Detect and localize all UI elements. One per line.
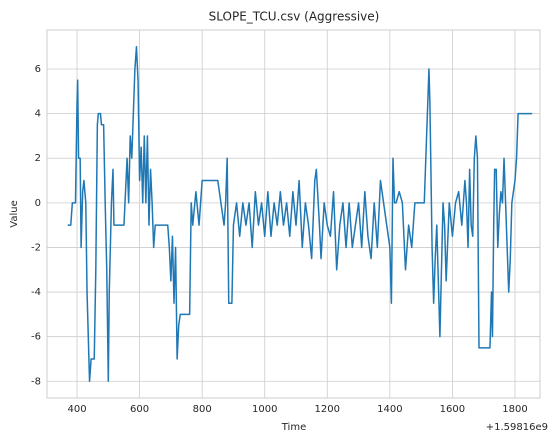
x-tick-label: 1800	[502, 404, 527, 415]
x-tick-label: 1200	[315, 404, 340, 415]
chart-title: SLOPE_TCU.csv (Aggressive)	[209, 10, 380, 24]
y-tick-label: -8	[31, 376, 41, 387]
x-tick-label: 1400	[377, 404, 402, 415]
y-tick-label: -2	[31, 242, 41, 253]
y-tick-label: -4	[31, 287, 41, 298]
y-axis-label: Value	[9, 200, 20, 227]
y-tick-label: 2	[35, 153, 41, 164]
data-line	[67, 45, 533, 383]
y-tick-label: -6	[31, 332, 41, 343]
x-tick-label: 1000	[252, 404, 277, 415]
x-tick-label: 1600	[440, 404, 465, 415]
x-tick-label: 400	[67, 404, 86, 415]
x-tick-label: 800	[193, 404, 212, 415]
y-tick-label: 6	[35, 64, 41, 75]
x-axis-label: Time	[281, 422, 306, 433]
y-tick-label: 4	[35, 109, 41, 120]
y-tick-label: 0	[35, 198, 41, 209]
plot-frame	[46, 29, 541, 399]
x-tick-label: 600	[130, 404, 149, 415]
x-offset-label: +1.59816e9	[486, 422, 548, 433]
